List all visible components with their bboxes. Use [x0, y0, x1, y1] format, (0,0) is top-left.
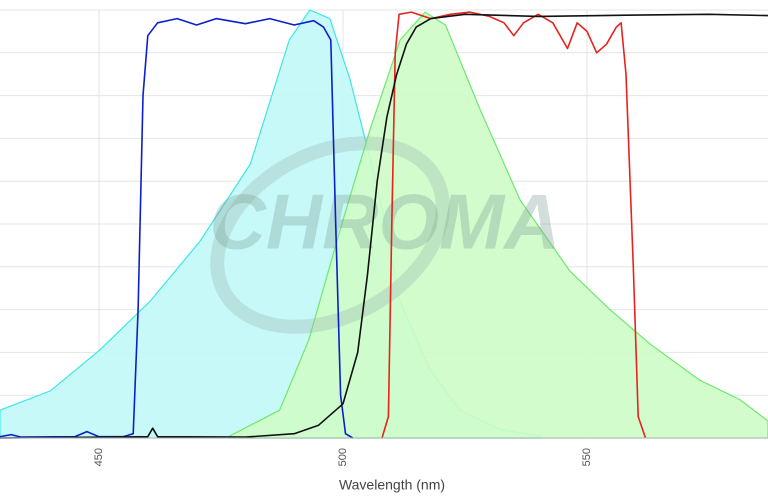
watermark-ring	[210, 136, 450, 334]
x-axis-label: Wavelength (nm)	[339, 477, 445, 493]
area	[229, 11, 768, 439]
x-tick-label: 450	[93, 448, 105, 466]
x-tick-label: 550	[581, 448, 593, 466]
watermark: CHROMA	[210, 178, 561, 266]
line	[381, 11, 647, 439]
line	[0, 13, 768, 439]
line	[0, 17, 354, 439]
x-tick-label: 500	[337, 448, 349, 466]
